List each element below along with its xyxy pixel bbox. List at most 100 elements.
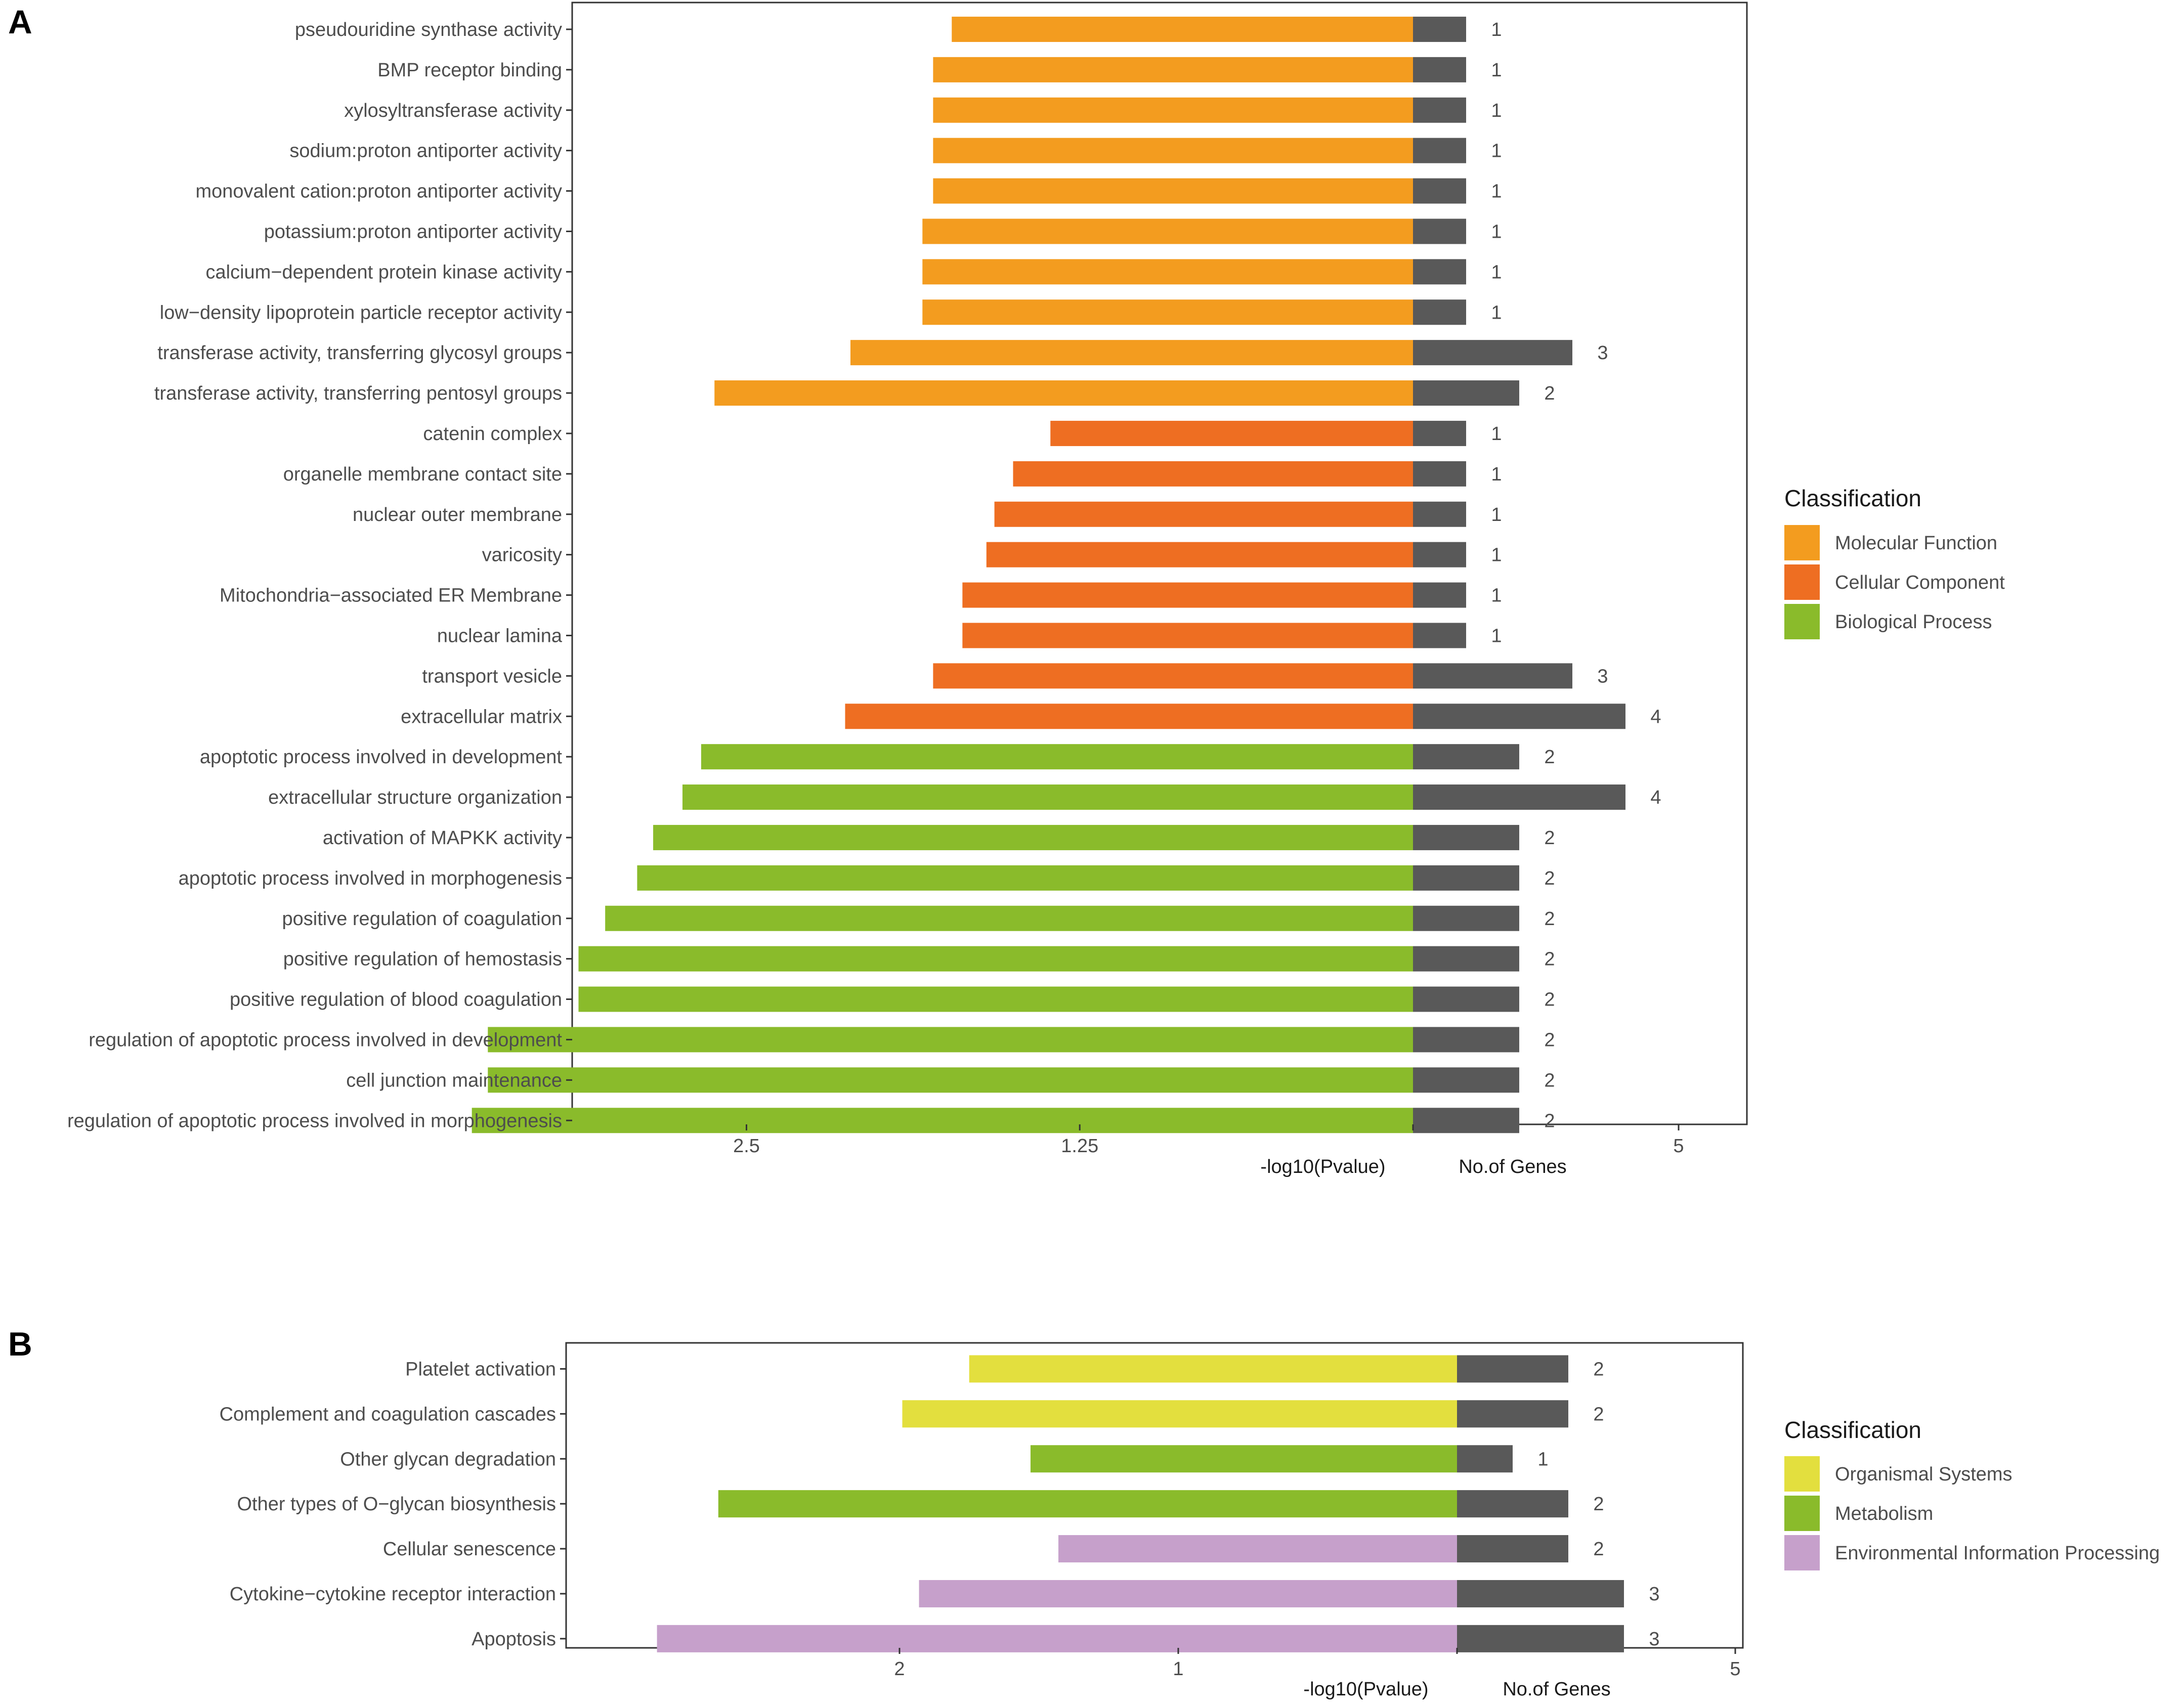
category-label: xylosyltransferase activity bbox=[344, 100, 562, 121]
category-label: cell junction maintenance bbox=[346, 1070, 562, 1091]
category-label: positive regulation of hemostasis bbox=[283, 949, 562, 970]
legend-swatch bbox=[1784, 525, 1820, 560]
pvalue-bar bbox=[933, 138, 1413, 163]
category-label: activation of MAPKK activity bbox=[323, 827, 562, 849]
pvalue-bar bbox=[969, 1355, 1457, 1383]
gene-count-bar bbox=[1413, 219, 1466, 244]
pvalue-axis-title: -log10(Pvalue) bbox=[1303, 1679, 1428, 1700]
legend-label: Metabolism bbox=[1835, 1503, 1933, 1524]
pvalue-bar bbox=[922, 299, 1413, 325]
pvalue-bar bbox=[682, 784, 1413, 810]
panel-label: B bbox=[8, 1325, 32, 1363]
gene-count-bar bbox=[1413, 299, 1466, 325]
gene-count-label: 3 bbox=[1597, 342, 1608, 364]
pvalue-bar bbox=[986, 542, 1413, 567]
legend: Classification Molecular Function Cellular… bbox=[1784, 485, 2005, 639]
category-label: calcium−dependent protein kinase activit… bbox=[206, 261, 562, 283]
pvalue-bar bbox=[488, 1027, 1413, 1053]
pvalue-bar bbox=[933, 178, 1413, 204]
pvalue-bar bbox=[850, 340, 1413, 366]
gene-count-bar bbox=[1413, 744, 1519, 770]
pvalue-bar bbox=[701, 744, 1413, 770]
gene-count-bar bbox=[1413, 16, 1466, 42]
gene-count-bar bbox=[1413, 501, 1466, 527]
pvalue-bar bbox=[657, 1625, 1457, 1652]
pvalue-bar bbox=[1050, 420, 1413, 446]
x-tick-label: 2 bbox=[894, 1658, 905, 1680]
pvalue-axis-title: -log10(Pvalue) bbox=[1260, 1156, 1385, 1177]
gene-count-bar bbox=[1413, 178, 1466, 204]
pvalue-bar bbox=[1013, 461, 1413, 487]
category-label: monovalent cation:proton antiporter acti… bbox=[195, 181, 562, 202]
legend-label: Biological Process bbox=[1835, 611, 1992, 633]
gene-count-label: 1 bbox=[1491, 221, 1502, 242]
gene-count-bar bbox=[1457, 1490, 1568, 1518]
gene-count-label: 4 bbox=[1650, 706, 1661, 727]
category-label: potassium:proton antiporter activity bbox=[264, 221, 562, 242]
pvalue-bar bbox=[962, 582, 1413, 608]
pvalue-bar bbox=[653, 824, 1413, 850]
gene-count-label: 1 bbox=[1491, 423, 1502, 445]
gene-count-bar bbox=[1413, 905, 1519, 931]
gene-count-bar bbox=[1413, 704, 1625, 729]
category-label: Other types of O−glycan biosynthesis bbox=[237, 1494, 556, 1515]
category-label: Complement and coagulation cascades bbox=[220, 1404, 556, 1425]
gene-count-label: 2 bbox=[1544, 827, 1555, 849]
pvalue-bar bbox=[962, 623, 1413, 648]
pvalue-bar bbox=[933, 97, 1413, 123]
gene-count-label: 4 bbox=[1650, 787, 1661, 808]
gene-count-label: 2 bbox=[1593, 1359, 1604, 1380]
pvalue-bar bbox=[845, 704, 1413, 729]
gene-count-bar bbox=[1413, 865, 1519, 891]
legend-label: Cellular Component bbox=[1835, 572, 2005, 593]
gene-count-bar bbox=[1413, 259, 1466, 285]
gene-count-bar bbox=[1413, 784, 1625, 810]
legend-title: Classification bbox=[1784, 1417, 1921, 1443]
gene-count-label: 2 bbox=[1544, 949, 1555, 970]
pvalue-bar bbox=[1058, 1535, 1457, 1563]
category-label: Mitochondria−associated ER Membrane bbox=[220, 585, 562, 606]
category-label: Other glycan degradation bbox=[340, 1449, 556, 1470]
gene-count-bar bbox=[1413, 946, 1519, 972]
gene-count-bar bbox=[1413, 1108, 1519, 1133]
category-label: transferase activity, transferring pento… bbox=[154, 383, 562, 404]
gene-count-label: 1 bbox=[1491, 100, 1502, 121]
category-label: transferase activity, transferring glyco… bbox=[157, 342, 562, 364]
gene-count-label: 2 bbox=[1593, 1539, 1604, 1560]
legend-swatch bbox=[1784, 564, 1820, 600]
gene-count-label: 2 bbox=[1544, 747, 1555, 768]
pvalue-bar bbox=[933, 663, 1413, 689]
gene-count-label: 2 bbox=[1544, 1029, 1555, 1051]
category-label: apoptotic process involved in morphogene… bbox=[179, 868, 562, 889]
category-label: regulation of apoptotic process involved… bbox=[89, 1029, 562, 1051]
category-label: sodium:proton antiporter activity bbox=[289, 141, 562, 162]
x-tick-label: 1 bbox=[1173, 1658, 1183, 1680]
gene-count-label: 1 bbox=[1491, 504, 1502, 526]
pvalue-bar bbox=[994, 501, 1413, 527]
panel-b: B Platelet activation 2 Complement and coag… bbox=[8, 1325, 2160, 1700]
gene-count-bar bbox=[1413, 380, 1519, 406]
gene-count-label: 1 bbox=[1491, 60, 1502, 81]
gene-count-label: 1 bbox=[1491, 261, 1502, 283]
category-label: BMP receptor binding bbox=[377, 60, 562, 81]
pvalue-bar bbox=[714, 380, 1413, 406]
category-label: nuclear lamina bbox=[437, 625, 563, 646]
pvalue-bar bbox=[922, 259, 1413, 285]
pvalue-bar bbox=[472, 1108, 1414, 1133]
gene-count-label: 2 bbox=[1544, 908, 1555, 930]
category-label: extracellular structure organization bbox=[268, 787, 562, 808]
category-label: Platelet activation bbox=[405, 1359, 556, 1380]
gene-count-label: 2 bbox=[1544, 383, 1555, 404]
category-label: pseudouridine synthase activity bbox=[295, 19, 562, 40]
pvalue-bar bbox=[605, 905, 1413, 931]
gene-count-bar bbox=[1413, 57, 1466, 82]
category-label: nuclear outer membrane bbox=[353, 504, 562, 526]
pvalue-bar bbox=[902, 1400, 1457, 1428]
gene-count-bar bbox=[1413, 97, 1466, 123]
gene-count-bar bbox=[1457, 1400, 1568, 1428]
legend-title: Classification bbox=[1784, 485, 1921, 511]
gene-count-bar bbox=[1413, 824, 1519, 850]
legend-swatch bbox=[1784, 1535, 1820, 1570]
